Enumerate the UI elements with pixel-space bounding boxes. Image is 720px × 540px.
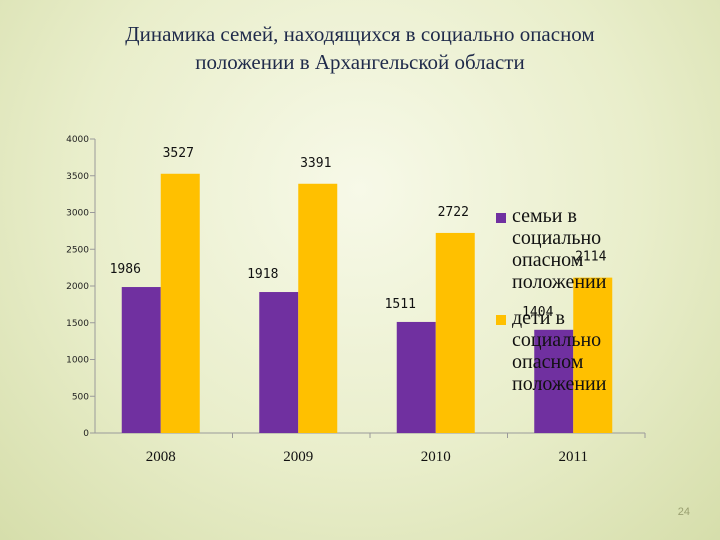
y-tick-label: 1500 bbox=[66, 319, 89, 329]
chart-title: Динамика семей, находящихся в социально … bbox=[125, 22, 595, 74]
y-tick-label: 3000 bbox=[66, 209, 89, 219]
bar-children bbox=[298, 183, 338, 433]
y-tick-label: 500 bbox=[72, 392, 89, 402]
legend: семьи в социально опасном положении дети… bbox=[496, 205, 646, 409]
bar-families bbox=[121, 287, 161, 433]
data-label: 2114 bbox=[575, 250, 606, 265]
legend-swatch-children bbox=[496, 315, 506, 325]
bar-families bbox=[534, 329, 574, 433]
data-label: 1918 bbox=[247, 267, 278, 282]
legend-item-families: семьи в социально опасном положении bbox=[496, 205, 646, 293]
x-category-label: 2009 bbox=[283, 449, 313, 465]
data-label: 1511 bbox=[385, 297, 416, 312]
y-tick-label: 2500 bbox=[66, 245, 89, 255]
y-tick-label: 3500 bbox=[66, 172, 89, 182]
legend-swatch-families bbox=[496, 213, 506, 223]
y-tick-label: 1000 bbox=[66, 356, 89, 366]
x-category-label: 2011 bbox=[559, 449, 588, 465]
legend-item-children: дети в социально опасном положении bbox=[496, 307, 646, 395]
data-label: 2722 bbox=[438, 205, 469, 220]
bar-families bbox=[396, 321, 436, 433]
data-label: 3527 bbox=[163, 146, 194, 161]
bar-families bbox=[259, 292, 299, 433]
x-category-label: 2008 bbox=[146, 449, 176, 465]
data-label: 3391 bbox=[300, 156, 331, 171]
y-tick-label: 0 bbox=[83, 429, 89, 439]
bar-children bbox=[573, 277, 613, 433]
bar-children bbox=[160, 173, 200, 433]
x-category-label: 2010 bbox=[421, 449, 451, 465]
y-tick-label: 2000 bbox=[66, 282, 89, 292]
y-tick-label: 4000 bbox=[66, 135, 89, 145]
legend-label-children: дети в социально опасном положении bbox=[512, 307, 607, 395]
legend-label-families: семьи в социально опасном положении bbox=[512, 205, 607, 293]
data-label: 1404 bbox=[522, 305, 553, 320]
data-label: 1986 bbox=[110, 262, 141, 277]
page-number: 24 bbox=[677, 506, 690, 518]
bar-children bbox=[435, 232, 475, 433]
